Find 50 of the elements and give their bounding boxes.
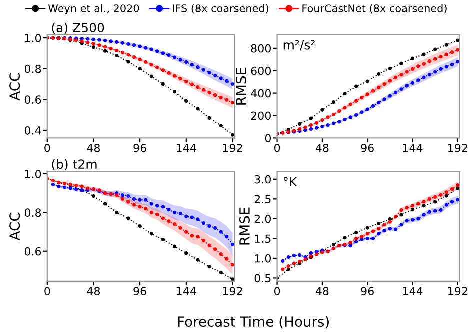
x-tick-label: 0 — [274, 287, 280, 296]
y-tick-label: 0.6 — [24, 96, 42, 104]
x-tick-label: 96 — [361, 144, 374, 152]
x-tick-label: 0 — [44, 287, 50, 296]
y-tick-label: 1.0 — [25, 34, 42, 42]
y-axis-title: ACC — [10, 212, 20, 241]
chart-title: (b) t2m — [52, 159, 97, 171]
y-tick-label: 0.6 — [24, 247, 42, 256]
x-tick-label: 96 — [134, 144, 146, 152]
y-tick-label: 1.0 — [255, 254, 271, 263]
x-tick-label: 144 — [403, 144, 423, 152]
x-tick-label: 48 — [87, 287, 100, 296]
x-tick-label: 48 — [316, 144, 329, 152]
y-tick-label: 600 — [251, 66, 271, 76]
x-tick-label: 144 — [176, 144, 196, 152]
legend-label: Weyn et al., 2020 — [48, 4, 140, 14]
y-tick-label: 1.0 — [25, 170, 42, 178]
y-tick-label: 0.8 — [24, 208, 42, 218]
x-tick-label: 48 — [87, 144, 100, 152]
y-tick-label: 3.0 — [254, 175, 271, 184]
x-tick-label: 144 — [403, 287, 423, 296]
legend-label: FourCastNet (8x coarsened) — [302, 4, 447, 14]
x-tick-label: 192 — [223, 287, 242, 296]
y-tick-label: 1.5 — [255, 234, 271, 244]
x-tick-label: 192 — [448, 287, 468, 296]
y-tick-label: 0.8 — [24, 64, 42, 74]
y-tick-label: 0.4 — [24, 126, 42, 135]
x-tick-label: 96 — [134, 287, 146, 296]
x-tick-label: 0 — [274, 144, 280, 152]
y-tick-label: 200 — [251, 112, 271, 120]
y-axis-title: RMSE — [236, 68, 246, 105]
x-tick-label: 96 — [361, 287, 374, 296]
y-tick-label: 0.5 — [254, 274, 271, 283]
y-tick-label: 0 — [265, 134, 271, 143]
y-tick-label: 2.0 — [254, 214, 271, 224]
x-tick-label: 48 — [316, 287, 329, 296]
y-axis-title: ACC — [10, 73, 20, 101]
y-tick-label: 800 — [251, 44, 271, 53]
legend-label: IFS (8x coarsened) — [173, 4, 268, 14]
y-axis-title: RMSE — [239, 208, 250, 245]
chart-title: (a) Z500 — [52, 22, 104, 34]
x-tick-label: 192 — [448, 144, 468, 152]
x-axis-title: Forecast Time (Hours) — [178, 316, 329, 329]
annotation: m²/s² — [284, 40, 315, 51]
annotation: °K — [284, 177, 298, 186]
x-tick-label: 144 — [176, 287, 196, 296]
y-tick-label: 2.5 — [254, 195, 271, 204]
x-tick-label: 192 — [223, 144, 242, 152]
y-tick-label: 400 — [251, 89, 271, 98]
x-tick-label: 0 — [44, 144, 50, 152]
